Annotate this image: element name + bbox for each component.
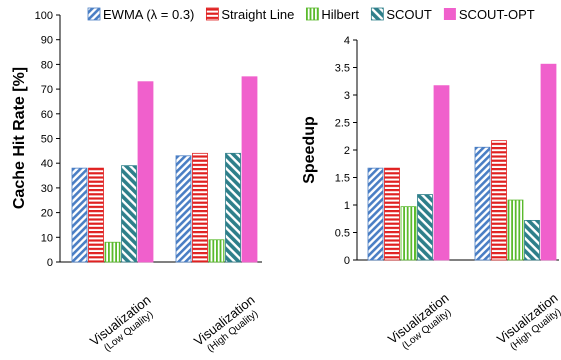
legend-swatch-hilbert xyxy=(305,7,319,21)
legend-item-ewma: EWMA (λ = 0.3) xyxy=(87,7,194,22)
y-tick-label: 1.5 xyxy=(335,173,350,185)
y-tick-label: 30 xyxy=(41,183,53,195)
legend-item-scout-opt: SCOUT-OPT xyxy=(443,7,535,22)
legend-item-straight-line: Straight Line xyxy=(205,7,294,22)
y-tick-label: 3.5 xyxy=(335,63,350,75)
bar-scout-low-quality xyxy=(417,194,433,261)
bar-straight-line-low-quality xyxy=(384,167,400,261)
legend: EWMA (λ = 0.3) Straight Line Hilbert SCO… xyxy=(87,7,535,22)
x-tick-labels: Visualization(Low Quality) Visualization(… xyxy=(87,292,260,354)
bar-ewma-low-quality xyxy=(71,167,88,263)
y-tick-label: 10 xyxy=(41,232,53,244)
y-axis-label: Cache Hit Rate [%] xyxy=(11,67,28,209)
y-ticks: 0 10 20 30 40 50 60 70 80 90 100 xyxy=(35,10,60,269)
bar-scout-high-quality xyxy=(524,219,540,261)
bar-scout-opt-low-quality xyxy=(137,81,154,263)
y-tick-label: 80 xyxy=(41,59,53,71)
x-tick-label-low-quality: Visualization(Low Quality) xyxy=(385,290,454,352)
y-tick-label: 90 xyxy=(41,35,53,47)
x-tick-labels: Visualization(Low Quality) Visualization(… xyxy=(385,290,561,352)
bar-straight-line-low-quality xyxy=(88,167,104,263)
cache-hit-rate-chart: Cache Hit Rate [%] 0 10 20 30 40 50 60 70 80 90 10… xyxy=(11,10,262,355)
y-tick-label: 0 xyxy=(344,255,350,267)
legend-label-scout-opt: SCOUT-OPT xyxy=(459,7,535,22)
bar-scout-high-quality xyxy=(225,152,241,263)
bars xyxy=(71,76,258,263)
bar-scout-low-quality xyxy=(121,165,137,263)
legend-swatch-scout-opt xyxy=(443,8,456,20)
legend-swatch-ewma xyxy=(87,7,101,21)
y-tick-label: 2 xyxy=(344,145,350,157)
legend-swatch-straight-line xyxy=(205,7,219,21)
y-tick-label: 60 xyxy=(41,109,53,121)
y-tick-label: 0.5 xyxy=(335,228,350,240)
x-tick-label-high-quality: Visualization(High Quality) xyxy=(494,290,561,352)
y-tick-label: 20 xyxy=(41,208,53,220)
y-axis-label: Speedup xyxy=(301,116,318,184)
y-tick-label: 1 xyxy=(344,200,350,212)
y-tick-label: 3 xyxy=(344,90,350,102)
y-tick-label: 2.5 xyxy=(335,118,350,130)
bar-scout-opt-low-quality xyxy=(433,85,450,261)
speedup-chart: Speedup 0 0.5 1 1.5 2 2.5 3 3.5 4 Visualization(… xyxy=(301,35,561,353)
legend-item-hilbert: Hilbert xyxy=(305,7,359,22)
legend-label-straight-line: Straight Line xyxy=(221,7,294,22)
bar-straight-line-high-quality xyxy=(491,140,507,261)
legend-label-hilbert: Hilbert xyxy=(321,7,359,22)
legend-label-scout: SCOUT xyxy=(386,7,432,22)
bar-hilbert-high-quality xyxy=(208,239,225,263)
bar-ewma-low-quality xyxy=(367,167,384,261)
bar-scout-opt-high-quality xyxy=(540,63,557,261)
legend-swatch-scout xyxy=(370,7,384,21)
x-tick-label-low-quality: Visualization(Low Quality) xyxy=(87,292,156,354)
bar-scout-opt-high-quality xyxy=(241,76,258,263)
bar-hilbert-low-quality xyxy=(104,241,121,263)
y-tick-label: 4 xyxy=(344,35,350,47)
bar-hilbert-low-quality xyxy=(400,206,417,261)
bar-straight-line-high-quality xyxy=(192,152,208,263)
y-ticks: 0 0.5 1 1.5 2 2.5 3 3.5 4 xyxy=(335,35,357,267)
y-tick-label: 100 xyxy=(35,10,53,22)
y-tick-label: 40 xyxy=(41,158,53,170)
x-tick-label-high-quality: Visualization(High Quality) xyxy=(191,292,260,354)
bar-ewma-high-quality xyxy=(474,146,491,261)
y-tick-label: 0 xyxy=(47,257,53,269)
bars xyxy=(367,63,557,261)
bar-ewma-high-quality xyxy=(175,155,192,263)
y-tick-label: 70 xyxy=(41,84,53,96)
legend-item-scout: SCOUT xyxy=(370,7,432,22)
bar-hilbert-high-quality xyxy=(507,199,524,261)
y-tick-label: 50 xyxy=(41,134,53,146)
legend-label-ewma: EWMA (λ = 0.3) xyxy=(103,7,194,22)
